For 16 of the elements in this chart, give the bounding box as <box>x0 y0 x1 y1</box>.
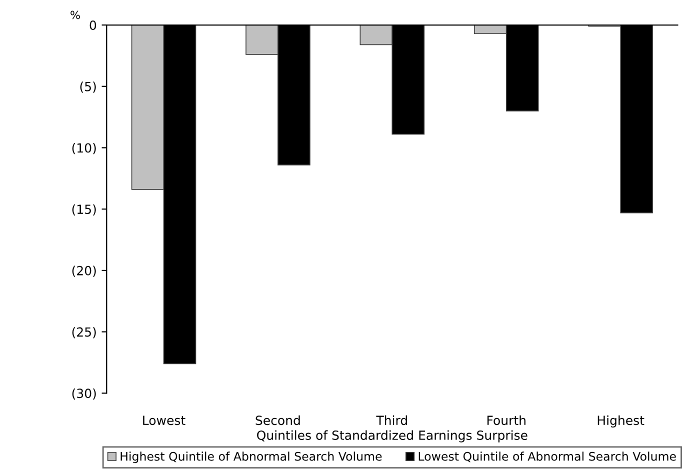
x-tick-label: Third <box>376 415 407 426</box>
y-axis-title: % <box>70 10 80 20</box>
y-tick-label: (20) <box>72 266 96 277</box>
legend-label: Highest Quintile of Abnormal Search Volume <box>120 452 382 464</box>
y-tick-label: (25) <box>72 327 96 338</box>
x-tick-label: Second <box>256 415 300 426</box>
legend-label: Lowest Quintile of Abnormal Search Volume <box>418 452 676 462</box>
x-axis-title: Quintiles of Standardized Earnings Surprise <box>257 430 528 442</box>
x-tick-label: Fourth <box>487 415 526 426</box>
y-tick-label: 0 <box>90 20 96 30</box>
y-tick-label: (5) <box>80 82 96 93</box>
y-tick-label: (30) <box>72 388 96 400</box>
y-tick-label: (15) <box>72 204 96 216</box>
x-tick-label: Highest <box>598 415 644 428</box>
x-tick-label: Lowest <box>143 416 186 426</box>
y-tick-label: (10) <box>72 143 96 154</box>
